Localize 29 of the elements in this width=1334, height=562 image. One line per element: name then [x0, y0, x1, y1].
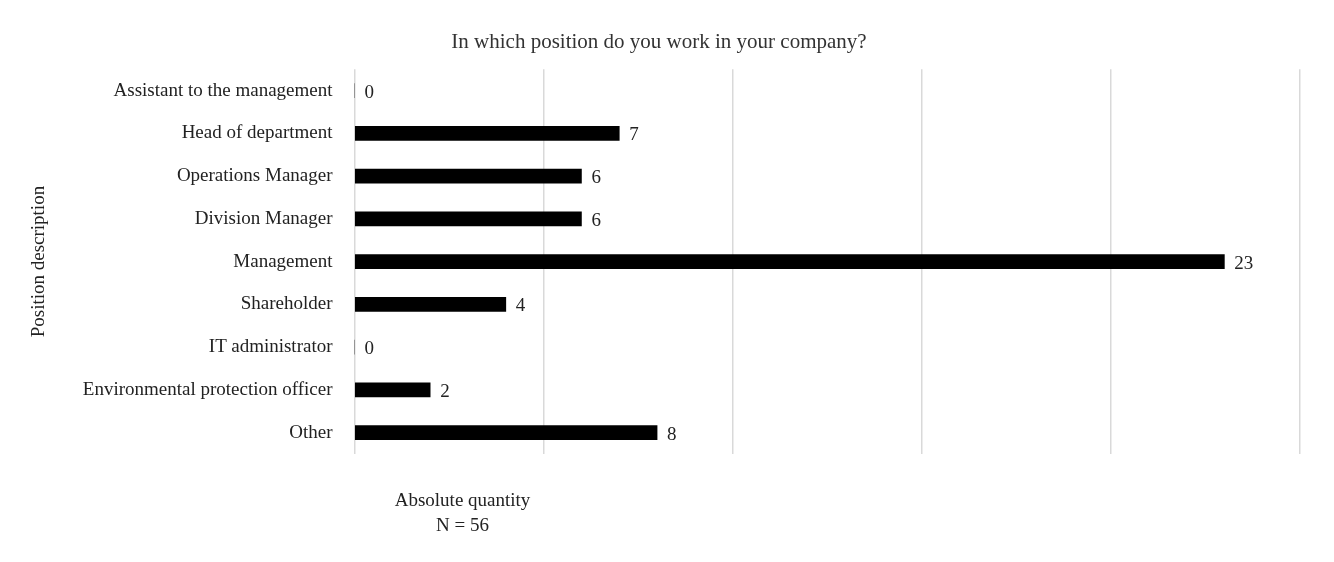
y-tick-label: IT administrator [208, 335, 334, 357]
bar [354, 425, 658, 440]
y-tick-label: Division Manager [194, 206, 334, 228]
bar [354, 211, 582, 227]
data-label: 23 [1234, 251, 1254, 273]
bar [354, 168, 582, 184]
data-label: 7 [629, 123, 639, 145]
bar [354, 126, 620, 141]
data-label: 4 [515, 294, 526, 316]
data-label: 2 [440, 379, 450, 401]
data-label: 8 [667, 422, 677, 444]
text: N = 56 [436, 513, 489, 535]
y-axis-title: Position description [27, 185, 49, 338]
y-tick-label: Assistant to the management [113, 78, 334, 100]
bar [354, 254, 1225, 269]
y-tick-label: Head of department [181, 121, 334, 143]
y-tick-label: Environmental protection officer [82, 377, 334, 399]
data-label: 0 [364, 337, 375, 359]
y-tick-label: Shareholder [240, 292, 334, 314]
y-tick-label: Other [289, 420, 334, 442]
y-tick-label: Management [233, 249, 334, 271]
y-tick-label: Operations Manager [176, 164, 334, 186]
bar [354, 297, 507, 312]
data-label: 6 [591, 166, 601, 188]
data-label: 0 [364, 80, 375, 102]
x-axis-title: Absolute quantity [394, 488, 531, 510]
bar [354, 382, 431, 398]
chart-title: In which position do you work in your company? [451, 29, 867, 54]
data-label: 6 [591, 208, 601, 230]
